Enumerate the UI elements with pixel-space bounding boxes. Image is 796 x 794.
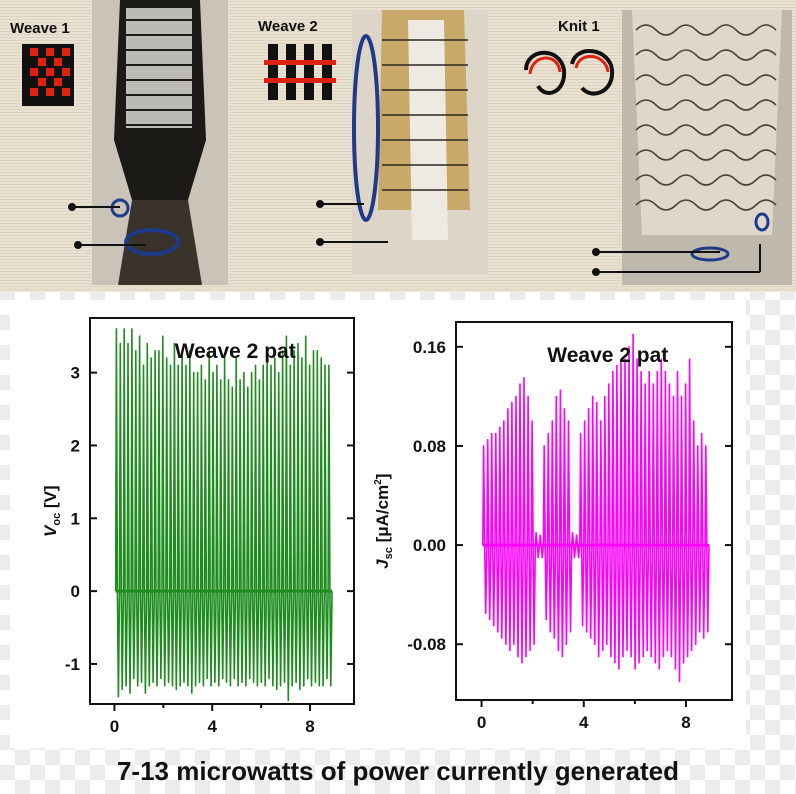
voc-x-tick-label: 8 [305,717,314,736]
photo-strip: Weave 1 [0,0,796,292]
voc-y-tick-label: 2 [71,436,80,455]
jsc-chart-panel: -0.08 0.00 0.08 0.16 0 4 8 Weave 2 pat Jsc [μA/… [362,300,746,748]
voc-y-tick-label: 1 [71,509,80,528]
weave-2-pattern-icon [264,44,336,100]
jsc-y-tick-label: 0.00 [413,536,446,555]
voc-y-axis-title-sub: oc [51,512,64,526]
jsc-y-tick-label: 0.16 [413,338,446,357]
voc-chart: -1 0 1 2 3 0 4 8 Weave 2 pat [65,317,355,736]
jsc-y-axis-title-sup: 2 [373,479,385,485]
knit-1-panel: Knit 1 [514,0,796,292]
jsc-x-tick-label: 0 [477,713,486,732]
knit-1-pattern-icon [524,49,615,96]
jsc-y-axis-title-unit: [μA/cm [372,484,392,548]
voc-y-axis-title: Voc [V] [41,461,63,561]
jsc-x-tick-label: 4 [579,713,589,732]
weave-1-photo [92,0,228,285]
jsc-chart-title: Weave 2 pat [547,344,668,367]
voc-y-tick-label: 0 [71,582,80,601]
weave-2-electrode-leads [316,200,388,246]
caption: 7-13 microwatts of power currently gener… [116,756,680,786]
jsc-x-tick-label: 8 [681,713,690,732]
knit-1-label: Knit 1 [558,18,600,35]
voc-x-tick-label: 4 [207,717,217,736]
voc-y-axis-title-unit: [V] [40,485,60,513]
jsc-y-axis-title-end: ] [372,473,392,480]
jsc-signal-trace [482,333,710,683]
jsc-y-tick-label: 0.08 [413,437,446,456]
jsc-plot-frame [455,321,733,701]
voc-signal-trace [114,328,333,702]
knit-1-photo [622,10,792,285]
voc-y-tick-label: -1 [65,655,80,674]
knit-1-electrode-leads [592,244,761,276]
weave-1-electrode-leads [68,203,146,249]
jsc-y-axis-title: Jsc [μA/cm2] [373,451,395,591]
jsc-chart: -0.08 0.00 0.08 0.16 0 4 8 Weave 2 pat [407,321,733,732]
voc-x-tick-label: 0 [110,717,119,736]
weave-1-pattern-icon [22,44,74,106]
voc-chart-panel: -1 0 1 2 3 0 4 8 Weave 2 pat Voc [V] [10,300,362,748]
voc-y-tick-label: 3 [71,364,80,383]
weave-1-label: Weave 1 [10,20,70,37]
weave-2-panel: Weave 2 [254,0,494,292]
weave-2-label: Weave 2 [258,18,318,35]
jsc-y-axis-title-main: J [372,559,392,569]
weave-1-panel: Weave 1 [0,0,260,292]
jsc-y-tick-label: -0.08 [407,635,446,654]
voc-chart-title: Weave 2 pat [175,340,296,363]
weave-2-photo [352,10,488,275]
voc-plot-frame [89,317,355,705]
jsc-y-axis-title-sub: sc [383,547,396,560]
voc-y-axis-title-main: V [40,525,60,537]
